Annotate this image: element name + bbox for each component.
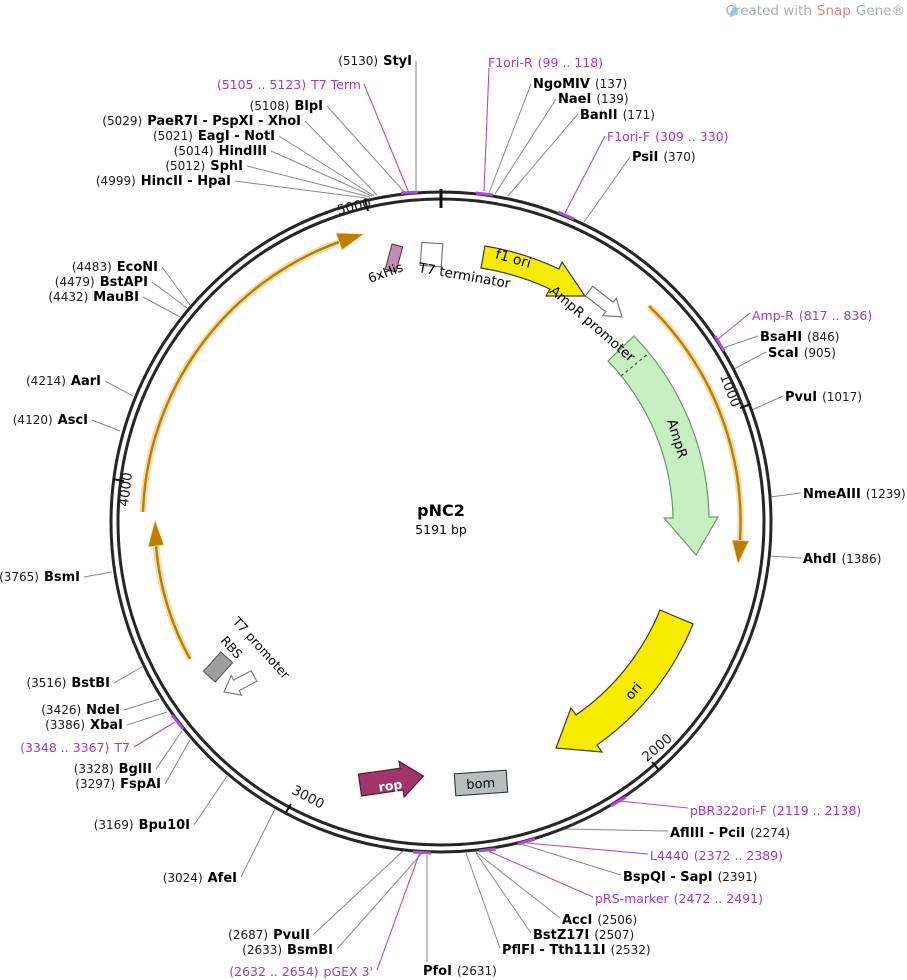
plasmid-size: 5191 bp <box>415 522 467 537</box>
site-label: NgoMIV (137) <box>533 77 628 92</box>
tick-label-4000: 4000 <box>116 471 136 507</box>
watermark-brand-snap: Snap <box>816 3 851 19</box>
scale-ticks <box>112 189 752 815</box>
site-label: (4479) BstAPI <box>54 275 148 290</box>
site-label: (5014) HindIII <box>173 144 267 159</box>
site-label: PsiI (370) <box>632 150 696 165</box>
watermark-text: Created with <box>725 3 812 19</box>
site-label: (3169) Bpu10I <box>93 818 190 833</box>
orf-arrowhead <box>147 518 165 548</box>
primer-leader-lines <box>133 67 751 971</box>
site-label: AccI (2506) <box>562 913 638 928</box>
snapgene-watermark: Created with Snap Gene® <box>726 3 905 19</box>
site-label: (3386) XbaI <box>45 718 123 733</box>
site-label: (3765) BsmI <box>0 570 80 585</box>
site-label: AhdI (1386) <box>803 552 882 567</box>
site-label: (4120) AscI <box>12 413 88 428</box>
tick-label-5000: 5000 <box>336 195 373 218</box>
site-label: (5012) SphI <box>165 159 243 174</box>
site-label: (4999) HincII - HpaI <box>95 174 231 189</box>
feature-rop-arrow <box>357 760 425 799</box>
site-label: (4214) AarI <box>26 374 101 389</box>
primer-label: L4440 (2372 .. 2389) <box>650 848 784 863</box>
site-label: (2633) BsmBI <box>242 943 333 958</box>
primer-ring-marks <box>170 190 726 855</box>
site-label: (4432) MauBI <box>48 290 139 305</box>
site-label: (5021) EagI - NotI <box>152 129 275 144</box>
primer-label: (2632 .. 2654) pGEX 3' <box>229 964 373 979</box>
feature-ori <box>555 609 694 753</box>
primer-label: (5105 .. 5123) T7 Term <box>216 77 361 92</box>
leader-lines <box>83 61 802 962</box>
site-label: NmeAIII (1239) <box>803 487 906 502</box>
site-label: (3297) FspAI <box>75 777 161 792</box>
primer-label: pBR322ori-F (2119 .. 2138) <box>690 803 862 818</box>
site-label: (3516) BstBI <box>26 676 110 691</box>
site-label: ScaI (905) <box>768 346 836 361</box>
site-label: BanII (171) <box>580 108 655 123</box>
snapgene-logo-icon <box>729 4 738 17</box>
primer-label: Amp-R (817 .. 836) <box>752 308 873 323</box>
tick-label-3000: 3000 <box>289 782 327 812</box>
feature-f1-ori <box>480 245 587 297</box>
orf-arrowhead <box>731 539 750 566</box>
plasmid-name: pNC2 <box>417 501 465 520</box>
site-label: BspQI - SapI (2391) <box>623 870 758 885</box>
primer-label: F1ori-F (309 .. 330) <box>607 129 729 144</box>
feature-label-bom: bom <box>466 776 496 793</box>
site-label: (3328) BglII <box>73 762 152 777</box>
primer-label: pRS-marker (2472 .. 2491) <box>595 891 763 906</box>
feature-t7-terminator-box <box>419 241 444 268</box>
feature-ampr <box>607 335 720 557</box>
orf-arcs <box>139 232 750 661</box>
watermark-brand-gene: Gene® <box>855 3 905 19</box>
feature-rbs-box <box>202 651 234 683</box>
site-label: (5029) PaeR7I - PspXI - XhoI <box>102 114 301 129</box>
site-label: (5130) StyI <box>338 54 412 69</box>
site-label: PfoI (2631) <box>423 964 497 979</box>
site-label: (4483) EcoNI <box>71 260 158 275</box>
site-label: (5108) BlpI <box>249 99 323 114</box>
site-label: (2687) PvuII <box>228 928 310 943</box>
site-label: BstZ17I (2507) <box>533 928 635 943</box>
feature-bom-box <box>453 769 509 797</box>
plasmid-title: pNC2 5191 bp <box>415 501 467 537</box>
site-label: (3024) AfeI <box>162 871 237 886</box>
site-label: PvuI (1017) <box>785 390 862 405</box>
primer-label: F1ori-R (99 .. 118) <box>488 55 604 70</box>
feature-label-rop: rop <box>378 776 404 794</box>
site-label: BsaHI (846) <box>760 330 840 345</box>
feature-label-6xhis: 6xHis <box>366 260 405 287</box>
feature-ampr-promoter <box>584 285 623 318</box>
site-label: PflFI - Tth111I (2532) <box>502 943 651 958</box>
feature-6xhis-box <box>384 243 404 273</box>
orf-arrowhead <box>335 232 366 251</box>
site-label: NaeI (139) <box>558 92 629 107</box>
site-label: AflIII - PciI (2274) <box>670 826 791 841</box>
primer-label: (3348 .. 3367) T7 <box>20 740 130 755</box>
site-label: (3426) NdeI <box>41 703 120 718</box>
tick-label-1000: 1000 <box>716 372 743 410</box>
feature-t7-promoter-arrow <box>223 669 258 696</box>
